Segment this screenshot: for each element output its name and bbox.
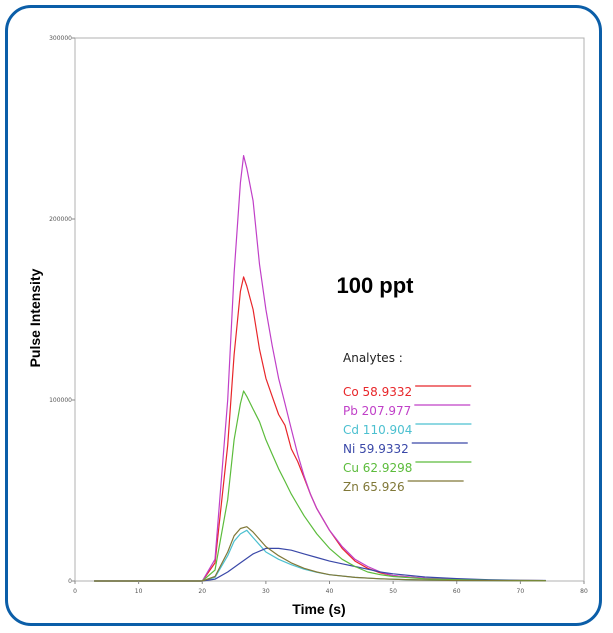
x-axis-title: Time (s) [292, 601, 345, 617]
y-axis-title: Pulse Intensity [27, 268, 43, 367]
chart-frame [5, 5, 602, 626]
y-tick-label: 0 [68, 578, 72, 585]
axes-group [74, 37, 585, 582]
legend-label-4: Cu 62.9298 [343, 461, 412, 475]
x-tick-label: 30 [262, 588, 270, 595]
series-line-1 [94, 155, 546, 582]
series-line-3 [94, 547, 546, 582]
x-tick-label: 50 [389, 588, 397, 595]
y-tick-label: 300000 [49, 35, 72, 42]
y-tick-label: 200000 [49, 216, 72, 223]
legend-title: Analytes : [343, 351, 403, 365]
x-tick-label: 80 [580, 588, 588, 595]
legend-label-3: Ni 59.9332 [343, 442, 409, 456]
plot-area-border [74, 37, 585, 582]
series-line-4 [94, 390, 546, 582]
series-group [94, 155, 546, 582]
legend-label-2: Cd 110.904 [343, 423, 412, 437]
annotation-label: 100 ppt [336, 273, 414, 298]
y-tick-label: 100000 [49, 397, 72, 404]
x-tick-label: 70 [517, 588, 525, 595]
legend: Analytes : Co 58.9332 Pb 207.977 Cd 110.90… [343, 351, 472, 494]
ticks-group: 0 10 20 30 40 50 60 70 80 0 100000 200000 300000 [49, 35, 588, 595]
x-tick-label: 40 [326, 588, 334, 595]
series-line-5 [94, 526, 546, 582]
x-tick-label: 20 [198, 588, 206, 595]
legend-label-5: Zn 65.926 [343, 480, 405, 494]
legend-label-0: Co 58.9332 [343, 385, 412, 399]
x-tick-label: 60 [453, 588, 461, 595]
series-line-0 [94, 276, 546, 582]
x-tick-label: 0 [73, 588, 77, 595]
legend-label-1: Pb 207.977 [343, 404, 411, 418]
x-tick-label: 10 [135, 588, 143, 595]
